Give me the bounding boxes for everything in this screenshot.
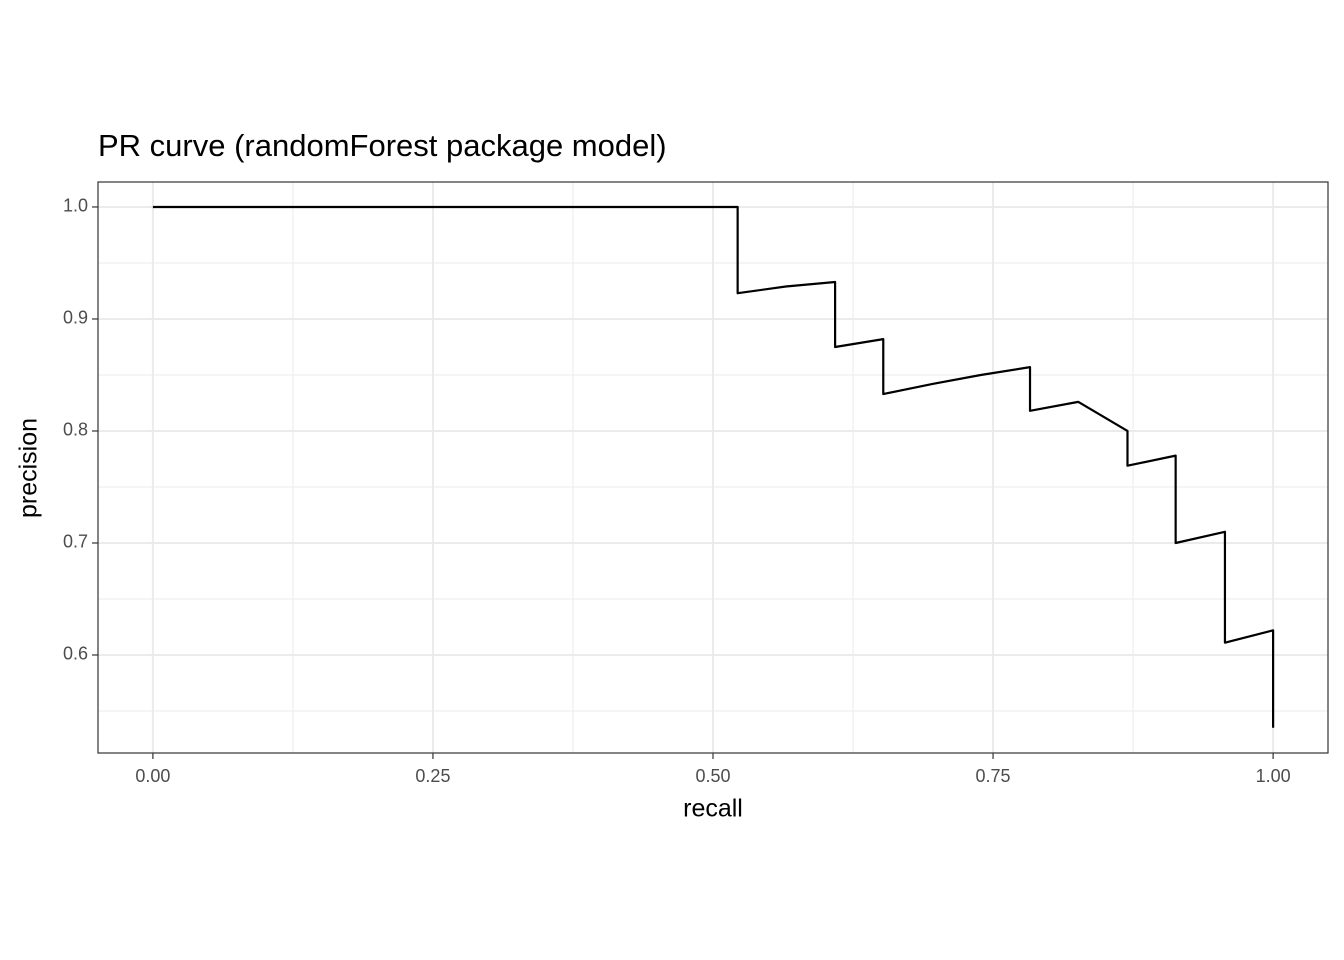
y-tick-label: 0.6: [63, 644, 88, 664]
plot: [152, 205, 1275, 728]
y-tick-label: 0.9: [63, 308, 88, 328]
x-tick-label: 0.00: [135, 766, 170, 786]
y-tick-label: 1.0: [63, 196, 88, 216]
x-tick-label: 0.75: [976, 766, 1011, 786]
x-tick-label: 1.00: [1256, 766, 1291, 786]
grid: [98, 182, 1328, 753]
y-tick-label: 0.7: [63, 532, 88, 552]
x-tick-label: 0.50: [695, 766, 730, 786]
chart-title: PR curve (randomForest package model): [98, 128, 667, 163]
pr-line: [152, 205, 1275, 728]
y-tick-label: 0.8: [63, 420, 88, 440]
x-tick-label: 0.25: [415, 766, 450, 786]
y-axis-title: precision: [15, 418, 43, 518]
x-axis-title: recall: [683, 795, 743, 823]
